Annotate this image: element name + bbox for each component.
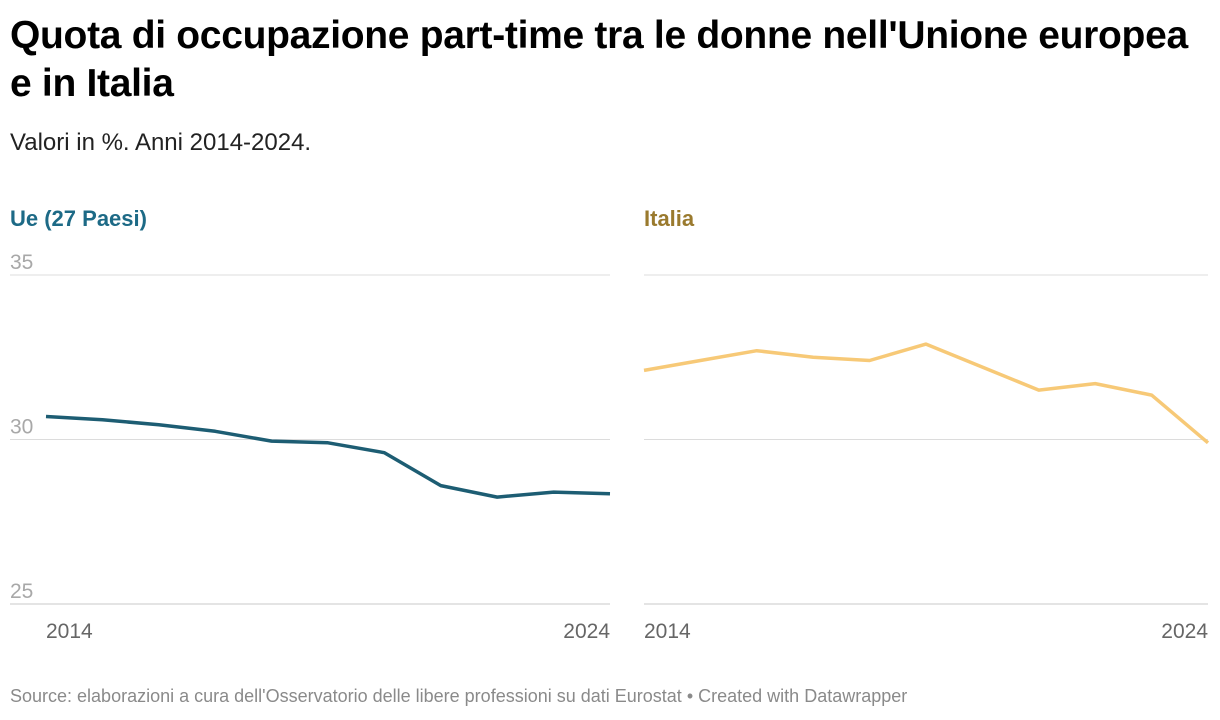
x-tick-label-eu-last: 2024 [563, 620, 610, 643]
x-tick-label-eu-first: 2014 [46, 620, 93, 643]
y-tick-label-35: 35 [10, 251, 33, 274]
chart-title: Quota di occupazione part-time tra le do… [10, 14, 1188, 105]
x-tick-label-italy-first: 2014 [644, 620, 691, 643]
source-note: Source: elaborazioni a cura dell'Osserva… [10, 686, 682, 706]
panel-title-eu: Ue (27 Paesi) [10, 206, 147, 231]
y-tick-label-25: 25 [10, 580, 33, 603]
y-tick-label-30: 30 [10, 416, 33, 439]
datawrapper-credit-link[interactable]: Created with Datawrapper [698, 686, 908, 706]
series-line-italy [643, 342, 1210, 445]
series-line-eu [45, 414, 611, 499]
footer-separator: • [686, 686, 694, 706]
footer: Source: elaborazioni a cura dell'Osserva… [10, 684, 907, 708]
x-tick-label-italy-last: 2024 [1161, 620, 1208, 643]
panel-title-italy: Italia [644, 206, 695, 231]
chart-subtitle: Valori in %. Anni 2014-2024. [10, 129, 312, 156]
